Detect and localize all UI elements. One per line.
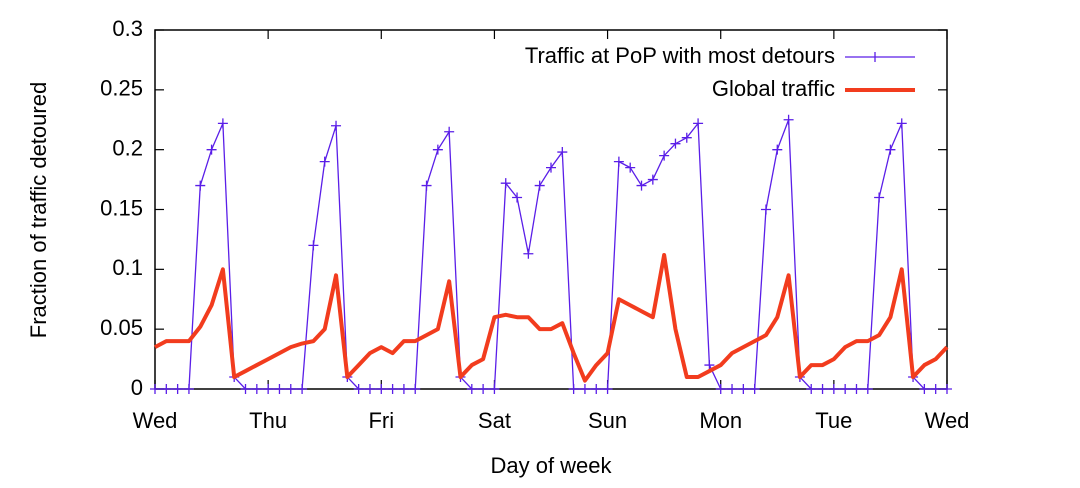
point-marker	[331, 120, 342, 131]
series-line	[155, 119, 947, 390]
point-marker	[308, 240, 319, 251]
point-marker	[693, 118, 704, 129]
point-marker	[602, 384, 613, 394]
point-marker	[591, 384, 602, 394]
point-marker	[738, 384, 749, 394]
point-marker	[659, 150, 670, 161]
point-marker	[353, 384, 364, 394]
point-marker	[512, 192, 523, 203]
point-marker	[851, 384, 862, 394]
point-marker	[150, 384, 160, 394]
y-tick-label: 0.15	[100, 195, 143, 220]
point-marker	[206, 144, 217, 155]
point-marker	[727, 384, 738, 394]
point-marker	[874, 192, 885, 203]
x-tick-label: Sun	[588, 408, 627, 433]
point-marker	[862, 384, 873, 394]
legend-label: Global traffic	[712, 76, 835, 101]
point-marker	[930, 384, 941, 394]
point-marker	[432, 144, 443, 155]
x-tick-label: Fri	[368, 408, 394, 433]
point-marker	[319, 156, 330, 167]
y-tick-label: 0.2	[112, 135, 143, 160]
x-tick-label: Wed	[925, 408, 970, 433]
point-marker	[636, 180, 647, 191]
point-marker	[828, 384, 839, 394]
point-marker	[896, 118, 907, 129]
point-marker	[523, 248, 534, 259]
y-tick-label: 0.05	[100, 315, 143, 340]
point-marker	[466, 384, 477, 394]
point-marker	[806, 384, 817, 394]
point-marker	[489, 384, 500, 394]
x-tick-label: Sat	[478, 408, 511, 433]
legend-label: Traffic at PoP with most detours	[525, 43, 835, 68]
point-marker	[217, 118, 228, 129]
point-marker	[840, 384, 851, 394]
point-marker	[364, 384, 375, 394]
point-marker	[387, 384, 398, 394]
point-marker	[161, 384, 172, 394]
point-marker	[297, 384, 308, 394]
point-marker	[942, 384, 952, 394]
point-marker	[172, 384, 183, 394]
x-axis-label: Day of week	[490, 453, 612, 478]
point-marker	[478, 384, 489, 394]
point-marker	[647, 174, 658, 185]
point-marker	[681, 132, 692, 143]
x-tick-label: Wed	[133, 408, 178, 433]
x-tick-label: Mon	[699, 408, 742, 433]
point-marker	[613, 156, 624, 167]
point-marker	[760, 204, 771, 215]
x-tick-label: Tue	[815, 408, 852, 433]
point-marker	[500, 178, 511, 189]
y-tick-label: 0.25	[100, 76, 143, 101]
point-marker	[546, 162, 556, 173]
point-marker	[376, 384, 387, 394]
point-marker	[783, 114, 794, 125]
series-line	[154, 252, 949, 383]
y-tick-label: 0.3	[112, 16, 143, 41]
point-marker	[421, 180, 432, 191]
point-marker	[195, 180, 206, 191]
point-marker	[670, 138, 681, 149]
y-axis-label: Fraction of traffic detoured	[26, 82, 51, 338]
point-marker	[274, 384, 285, 394]
point-marker	[919, 384, 930, 394]
point-marker	[444, 126, 455, 137]
point-marker	[817, 384, 828, 394]
point-marker	[579, 384, 590, 394]
point-marker	[568, 384, 579, 394]
point-marker	[263, 384, 274, 394]
point-marker	[183, 384, 194, 394]
point-marker	[885, 144, 896, 155]
point-marker	[625, 162, 636, 173]
point-marker	[398, 384, 409, 394]
point-marker	[240, 384, 251, 394]
point-marker	[410, 384, 421, 394]
y-tick-label: 0	[131, 375, 143, 400]
y-tick-label: 0.1	[112, 255, 143, 280]
point-marker	[749, 384, 760, 394]
x-tick-label: Thu	[249, 408, 287, 433]
point-marker	[715, 384, 726, 394]
point-marker	[534, 180, 545, 191]
point-marker	[772, 144, 783, 155]
point-marker	[557, 147, 568, 158]
point-marker	[251, 384, 262, 394]
point-marker	[285, 384, 296, 394]
point-marker	[704, 360, 715, 371]
